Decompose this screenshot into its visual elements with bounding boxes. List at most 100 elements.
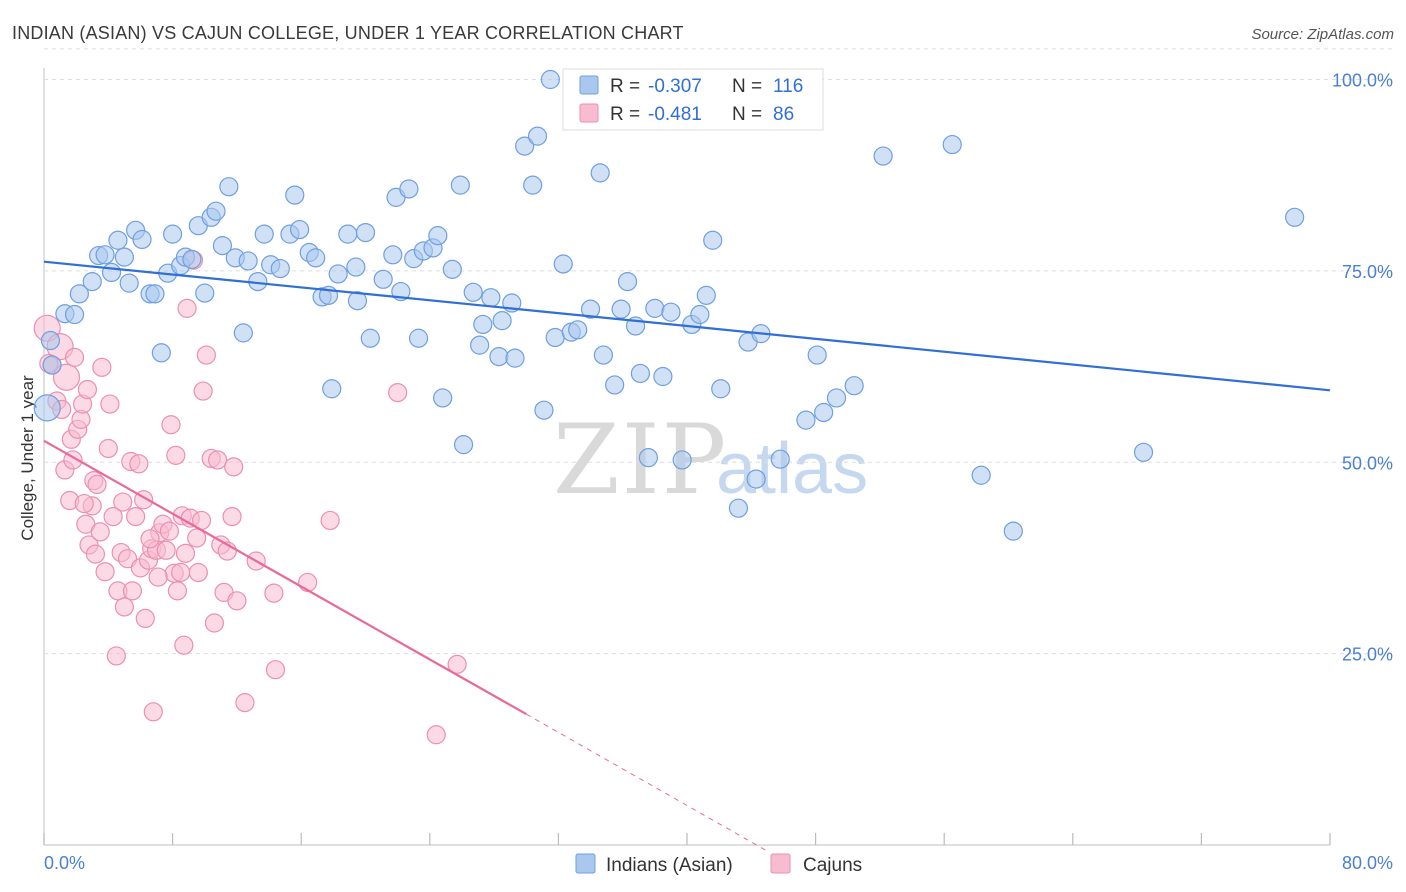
indians-asian-point [728,498,749,518]
series-legend: Indians (Asian) Cajuns [575,853,862,876]
y-tick-label: 25.0% [1342,645,1393,665]
cajuns-point [64,347,85,367]
indians-asian-point [703,230,723,250]
indians-asian-point [108,230,128,250]
legend-r-value-1: -0.307 [648,76,702,97]
cajuns-point [156,540,176,560]
indians-asian-point [40,330,61,351]
indians-asian-point [942,134,962,155]
cajuns-point [222,507,242,527]
indians-asian-point [69,284,89,304]
cajuns-point [148,567,168,587]
chart-source: Source: ZipAtlas.com [1251,26,1394,43]
indians-asian-point [119,273,139,293]
indians-asian-point [645,298,665,318]
indians-asian-point [383,245,403,265]
indians-asian-point [399,179,419,199]
indians-asian-point [690,304,710,325]
indians-asian-point [638,448,659,468]
indians-asian-point [270,258,290,279]
legend-n-label-1: N = [732,76,762,97]
legend-n-value-2: 86 [773,104,794,125]
indians-asian-point [672,450,692,470]
indians-asian-point [373,269,393,289]
trend-lines [43,260,1331,852]
cajuns-point [235,693,255,713]
indians-asian-point [33,394,61,422]
cajuns-point [103,507,123,527]
cajuns-point [175,543,196,563]
indians-asian-point [463,282,483,302]
cajuns-point [204,613,224,633]
cajuns-point [95,562,115,582]
cajuns-point [143,702,163,722]
indians-asian-point [285,185,305,205]
indians-asian-point [151,343,171,363]
indians-asian-point [611,299,631,319]
indians-asian-point [64,304,85,325]
cajuns-point [92,357,112,377]
cajuns-point [106,646,126,666]
stats-legend: R = -0.307 N = 116 R = -0.481 N = 86 [562,68,824,131]
indians-asian-point [338,224,358,244]
indians-asian-point [206,201,226,221]
indians-asian-point [219,177,239,197]
indians-asian-point [212,236,233,256]
cajuns-point [114,597,134,617]
watermark-atlas: atlas [716,429,868,509]
cajuns-point [87,474,107,495]
legend-r-label-2: R = [610,104,640,125]
series-legend-swatch-cajuns [770,853,791,874]
y-tick-label: 100.0% [1332,71,1393,91]
cajuns-point [298,572,318,593]
cajuns-point [196,345,216,365]
series-legend-label-cajuns: Cajuns [803,855,862,876]
indians-asian-point [523,175,543,195]
indians-asian-point [328,264,348,284]
indians-asian-point [95,245,115,265]
indians-asian-point [770,449,790,469]
indians-asian-point [289,219,310,240]
indians-asian-point [347,291,368,311]
indians-asian-point [473,314,493,335]
cajuns-points [33,250,467,745]
cajuns-point [74,493,94,514]
cajuns-point [126,507,146,527]
cajuns-point [77,379,98,400]
legend-r-value-2: -0.481 [648,104,702,125]
cajuns-point [166,445,186,465]
cajuns-point [113,492,133,512]
indians-asian-point [355,223,376,243]
cajuns-point [264,583,284,603]
cajuns-point [98,438,118,459]
cajuns-trendline-extension [526,713,768,852]
cajuns-point [161,415,181,435]
indians-asian-point [796,410,816,430]
indians-asian-point [442,259,462,279]
cajuns-point [52,363,81,391]
legend-r-label-1: R = [610,76,640,97]
indians-asian-point [873,146,893,166]
indians-asian-point [844,376,864,396]
indians-asian-point [540,69,560,90]
indians-asian-point [360,328,380,348]
legend-n-value-1: 116 [773,76,803,97]
indians-asian-point [661,302,681,322]
cajuns-point [193,381,213,401]
indians-asian-point [238,251,258,271]
indians-asian-point [254,224,274,244]
cajuns-point [187,528,207,548]
cajuns-point [426,725,446,745]
cajuns-point [122,581,143,601]
y-tick-labels: 25.0% 50.0% 75.0% 100.0% [1332,71,1393,665]
indians-asian-point [826,388,847,408]
legend-swatch-indians [579,75,599,95]
indians-asian-point [553,254,573,274]
indians-asian-point [481,288,501,308]
y-tick-label: 50.0% [1342,453,1393,473]
indians-asian-point [545,327,565,348]
y-axis-label: College, Under 1 year [18,375,37,541]
indians-asian-point [590,163,610,183]
chart-title: INDIAN (ASIAN) VS CAJUN COLLEGE, UNDER 1… [12,23,684,43]
